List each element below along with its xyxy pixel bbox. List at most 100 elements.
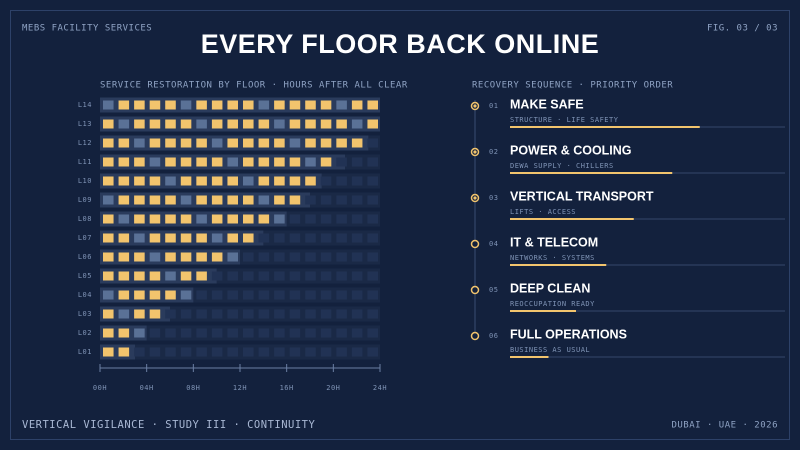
window bbox=[305, 252, 316, 262]
window bbox=[336, 119, 347, 129]
window bbox=[243, 138, 254, 148]
window bbox=[305, 309, 316, 319]
window bbox=[227, 290, 238, 300]
window bbox=[103, 290, 114, 300]
window bbox=[258, 157, 270, 167]
window bbox=[274, 176, 285, 186]
window bbox=[149, 100, 161, 110]
window bbox=[351, 271, 363, 281]
window bbox=[118, 138, 130, 148]
window bbox=[289, 252, 301, 262]
step-title: MAKE SAFE bbox=[510, 97, 584, 111]
window bbox=[211, 347, 223, 357]
window bbox=[134, 138, 145, 148]
window bbox=[196, 233, 207, 243]
window bbox=[196, 195, 207, 205]
window bbox=[274, 252, 285, 262]
window bbox=[336, 157, 347, 167]
window bbox=[367, 157, 378, 167]
window bbox=[367, 195, 378, 205]
window bbox=[305, 233, 316, 243]
window bbox=[243, 347, 254, 357]
window bbox=[165, 214, 176, 224]
window bbox=[227, 233, 238, 243]
window bbox=[289, 176, 301, 186]
window bbox=[134, 290, 145, 300]
window bbox=[134, 176, 145, 186]
window bbox=[196, 157, 207, 167]
window bbox=[180, 138, 192, 148]
window bbox=[243, 252, 254, 262]
window bbox=[258, 347, 270, 357]
window bbox=[258, 328, 270, 338]
window bbox=[134, 252, 145, 262]
window bbox=[305, 100, 316, 110]
window bbox=[336, 290, 347, 300]
window bbox=[196, 252, 207, 262]
window bbox=[336, 271, 347, 281]
window bbox=[180, 119, 192, 129]
window bbox=[274, 309, 285, 319]
window bbox=[180, 347, 192, 357]
window bbox=[103, 138, 114, 148]
window bbox=[274, 100, 285, 110]
step-title: FULL OPERATIONS bbox=[510, 327, 627, 341]
window bbox=[367, 100, 378, 110]
window bbox=[118, 271, 130, 281]
window bbox=[180, 176, 192, 186]
window bbox=[165, 309, 176, 319]
x-tick-label: 16H bbox=[280, 384, 294, 392]
window bbox=[118, 119, 130, 129]
window bbox=[149, 214, 161, 224]
step-title: VERTICAL TRANSPORT bbox=[510, 189, 654, 203]
window bbox=[103, 119, 114, 129]
window bbox=[118, 309, 130, 319]
window bbox=[180, 252, 192, 262]
window bbox=[211, 195, 223, 205]
window bbox=[351, 309, 363, 319]
window bbox=[180, 290, 192, 300]
window bbox=[180, 233, 192, 243]
window bbox=[351, 100, 363, 110]
window bbox=[243, 328, 254, 338]
window bbox=[134, 119, 145, 129]
window bbox=[336, 214, 347, 224]
step-subtitle: NETWORKS · SYSTEMS bbox=[510, 254, 595, 262]
floor-label: L03 bbox=[78, 310, 92, 318]
window bbox=[243, 195, 254, 205]
window bbox=[320, 233, 332, 243]
window bbox=[305, 347, 316, 357]
window bbox=[149, 252, 161, 262]
window bbox=[336, 138, 347, 148]
window bbox=[180, 157, 192, 167]
step-subtitle: STRUCTURE · LIFE SAFETY bbox=[510, 116, 619, 124]
window bbox=[165, 328, 176, 338]
window bbox=[180, 328, 192, 338]
window bbox=[320, 347, 332, 357]
window bbox=[274, 138, 285, 148]
window bbox=[305, 214, 316, 224]
window bbox=[149, 119, 161, 129]
window bbox=[274, 119, 285, 129]
window bbox=[336, 252, 347, 262]
step-number: 02 bbox=[489, 148, 498, 156]
window bbox=[103, 252, 114, 262]
window bbox=[211, 328, 223, 338]
floor-label: L08 bbox=[78, 215, 92, 223]
window bbox=[320, 271, 332, 281]
window bbox=[289, 290, 301, 300]
window bbox=[149, 347, 161, 357]
window bbox=[289, 138, 301, 148]
window bbox=[196, 271, 207, 281]
window bbox=[320, 100, 332, 110]
window bbox=[258, 290, 270, 300]
floor-label: L12 bbox=[78, 139, 92, 147]
window bbox=[289, 328, 301, 338]
floor-chart: L14 L13 L12 L11 L10 L09 L08 L07 L06 L05 L04 L03 L02 L… bbox=[78, 97, 387, 392]
window bbox=[211, 233, 223, 243]
window bbox=[289, 347, 301, 357]
window bbox=[289, 195, 301, 205]
window bbox=[367, 309, 378, 319]
window bbox=[227, 100, 238, 110]
window bbox=[180, 214, 192, 224]
